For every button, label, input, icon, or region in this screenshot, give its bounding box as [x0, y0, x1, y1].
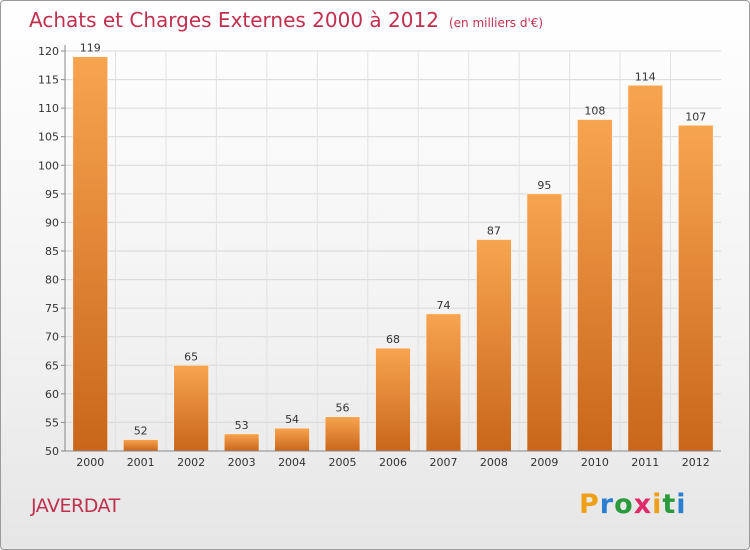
data-label: 108 [584, 105, 605, 118]
bar-2003 [223, 433, 260, 452]
y-tick-label: 110 [38, 102, 59, 115]
y-tick-label: 65 [45, 359, 59, 372]
data-label: 53 [235, 419, 249, 432]
bar-2008 [476, 239, 512, 452]
x-tick-label: 2005 [329, 456, 357, 469]
bar-2006 [375, 347, 411, 452]
x-tick-label: 2007 [429, 456, 457, 469]
bar-2012 [678, 124, 714, 452]
data-label: 107 [685, 110, 706, 123]
logo-letter: i [676, 489, 687, 520]
y-tick-label: 85 [45, 245, 59, 258]
y-tick-label: 95 [45, 188, 59, 201]
data-label: 95 [537, 179, 551, 192]
data-label: 87 [487, 225, 501, 238]
x-tick-label: 2011 [631, 456, 659, 469]
y-tick-label: 120 [38, 45, 59, 58]
logo-letter: x [633, 489, 653, 520]
logo-letter: t [662, 489, 677, 520]
data-label: 74 [436, 299, 450, 312]
y-tick-label: 90 [45, 216, 59, 229]
chart-unit: (en milliers d'€) [448, 16, 544, 30]
x-tick-label: 2004 [278, 456, 306, 469]
data-label: 56 [336, 402, 350, 415]
bar-2011 [627, 84, 664, 452]
bars [72, 56, 714, 452]
x-tick-label: 2001 [127, 456, 155, 469]
x-tick-label: 2000 [76, 456, 104, 469]
x-tick-label: 2012 [682, 456, 710, 469]
bar-2004 [274, 427, 310, 452]
y-tick-label: 55 [45, 416, 59, 429]
data-label: 114 [635, 70, 656, 83]
x-tick-label: 2003 [228, 456, 256, 469]
y-tick-label: 100 [38, 159, 59, 172]
labels: 50 55 60 65 70 75 80 85 90 95 100 105 110 115 120 119 20… [38, 42, 710, 469]
logo-letter: r [599, 489, 615, 520]
x-tick-label: 2006 [379, 456, 407, 469]
bar-2001 [122, 439, 159, 452]
logo-letter: o [614, 489, 634, 520]
logo-letter: i [652, 489, 663, 520]
data-label: 68 [386, 333, 400, 346]
chart-title-text: Achats et Charges Externes 2000 à 2012 [29, 8, 439, 32]
y-tick-label: 50 [45, 445, 59, 458]
bar-2002 [173, 364, 209, 452]
bar-2010 [577, 119, 613, 452]
y-tick-label: 60 [45, 388, 59, 401]
y-tick-label: 70 [45, 331, 59, 344]
y-tick-label: 75 [45, 302, 59, 315]
y-tick-label: 105 [38, 131, 59, 144]
proxiti-logo[interactable]: Proxiti [579, 489, 687, 520]
data-label: 119 [80, 42, 101, 55]
x-tick-label: 2009 [530, 456, 558, 469]
bar-2005 [324, 416, 361, 452]
logo-letter: P [579, 489, 600, 520]
bar-2000 [72, 56, 108, 452]
x-tick-label: 2010 [581, 456, 609, 469]
bar-2009 [526, 193, 563, 452]
y-tick-label: 80 [45, 274, 59, 287]
town-name: JAVERDAT [31, 495, 120, 517]
x-tick-label: 2008 [480, 456, 508, 469]
y-tick-label: 115 [38, 74, 59, 87]
data-label: 52 [134, 425, 148, 438]
data-label: 65 [184, 350, 198, 363]
bar-2007 [425, 313, 462, 452]
x-tick-label: 2002 [177, 456, 205, 469]
chart-title: Achats et Charges Externes 2000 à 2012 (e… [29, 8, 543, 32]
data-label: 54 [285, 413, 299, 426]
axes [61, 45, 721, 452]
